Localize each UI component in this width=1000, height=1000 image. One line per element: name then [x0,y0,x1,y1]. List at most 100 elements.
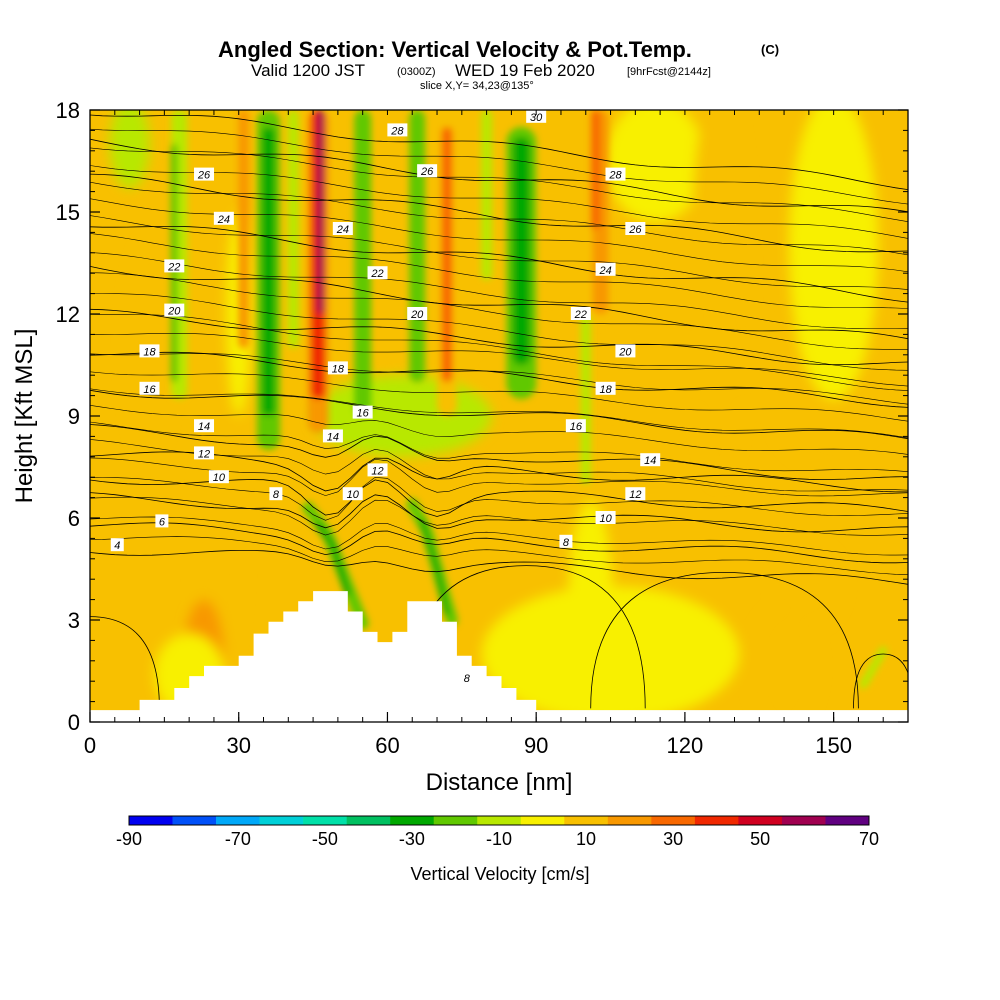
x-tick-label: 60 [375,733,399,758]
contour-label-bg [595,511,616,524]
contour-label-bg [332,222,353,235]
theta-contour-minor [90,128,908,205]
field-patch [774,361,908,471]
contour-label: 24 [213,211,234,226]
colorbar-swatch [259,816,304,825]
theta-contour-closed [590,571,859,709]
field-patch [774,545,844,627]
theta-contour-8 [90,492,908,533]
contour-label: 26 [194,167,215,182]
theta-contour-12 [90,451,908,493]
title-mark: (C) [761,42,779,57]
colorbar-swatch [346,816,391,825]
contour-label-text: 12 [629,489,641,501]
contour-label-bg [417,164,438,178]
contour-label: 14 [194,419,215,433]
contour-label-text: 24 [336,224,349,236]
contour-label-text: 8 [464,673,471,685]
y-tick-label: 18 [56,98,80,123]
colorbar-swatch [433,816,478,825]
field-patch [749,606,819,722]
colorbar-swatch [738,816,783,825]
slice-label: slice X,Y= 34,23@135° [420,80,534,92]
theta-contour-minor [90,252,908,329]
contour-label-bg [640,453,661,467]
contour-label-text: 20 [167,306,181,318]
theta-contour-minor [90,439,908,492]
contour-label-bg [615,344,636,358]
colorbar: -90 -70 -50 -30 -10 10 30 50 70 [116,815,879,849]
y-axis-label: Height [Kft MSL] [11,329,38,504]
theta-contour-minor [90,388,908,438]
theta-contour-20 [90,308,908,366]
contour-label: 12 [367,463,388,477]
theta-contour-minor [90,536,908,575]
x-tick-label: 0 [84,733,96,758]
field-band [317,110,324,314]
contour-label: 8 [269,487,283,501]
x-tick-label: 120 [667,733,704,758]
contour-label-bg [155,514,169,528]
contour-label-bg [194,419,215,433]
contour-label-text: 8 [563,537,570,549]
contour-label: 10 [595,511,616,525]
theta-contour-minor [90,147,908,222]
contour-label: 16 [565,419,586,433]
contour-label-bg [110,538,124,552]
chart-title: Angled Section: Vertical Velocity & Pot.… [218,37,779,62]
contour-label-bg [625,222,646,235]
colorbar-swatch [303,816,347,825]
contour-label-text: 20 [410,309,424,321]
field-band [512,137,531,365]
contour-label-bg [407,307,428,320]
contour-label-bg [605,167,626,181]
contour-label-text: 28 [390,125,404,137]
y-tick-label: 9 [68,404,80,429]
theta-contour-minor [90,476,908,521]
colorbar-tick-label: 30 [663,829,683,849]
contour-label-bg [559,534,573,548]
y-tick-label: 0 [68,710,80,735]
contour-label-text: 26 [420,166,434,178]
field-band [381,110,394,365]
contour-label-text: 24 [598,265,611,277]
contour-label: 8 [460,670,474,685]
theta-contour-closed [853,653,908,709]
colorbar-tick-label: -10 [486,829,512,849]
contour-label: 30 [526,110,547,124]
contour-label-text: 12 [198,448,210,460]
theta-contour-24 [90,226,908,303]
subtitle-forecast: [9hrFcst@2144z] [627,66,711,78]
theta-contour-minor [90,371,908,422]
theta-contour-minor [90,272,908,350]
colorbar-swatch [172,816,217,825]
contour-label: 18 [327,361,348,375]
theta-contour-minor [90,233,908,309]
contour-label-text: 18 [332,363,345,375]
theta-contour-14 [90,424,908,481]
x-tick-label: 150 [815,733,852,758]
contour-label-bg [208,470,229,484]
theta-contour-28 [90,138,908,213]
theta-contour-26 [90,173,908,253]
field-patch [605,110,705,223]
contour-label: 14 [322,429,343,443]
contour-label-bg [269,487,283,501]
contour-label: 10 [342,487,363,501]
contour-label: 18 [595,381,616,396]
contour-label-bg [570,307,591,320]
colorbar-swatch [607,816,652,825]
colorbar-tick-label: -30 [399,829,425,849]
field-patch [481,586,740,722]
contour-label: 12 [194,446,215,460]
colorbar-swatch [781,816,826,825]
contour-label-text: 18 [143,346,156,358]
contour-label: 22 [164,259,185,273]
contour-label: 8 [559,534,573,549]
colorbar-swatch [564,816,609,825]
contour-label: 22 [367,266,388,280]
contour-label: 4 [110,538,124,552]
colorbar-frame [128,815,870,826]
colorbar-tick-label: 50 [750,829,770,849]
contour-label: 18 [139,344,160,358]
